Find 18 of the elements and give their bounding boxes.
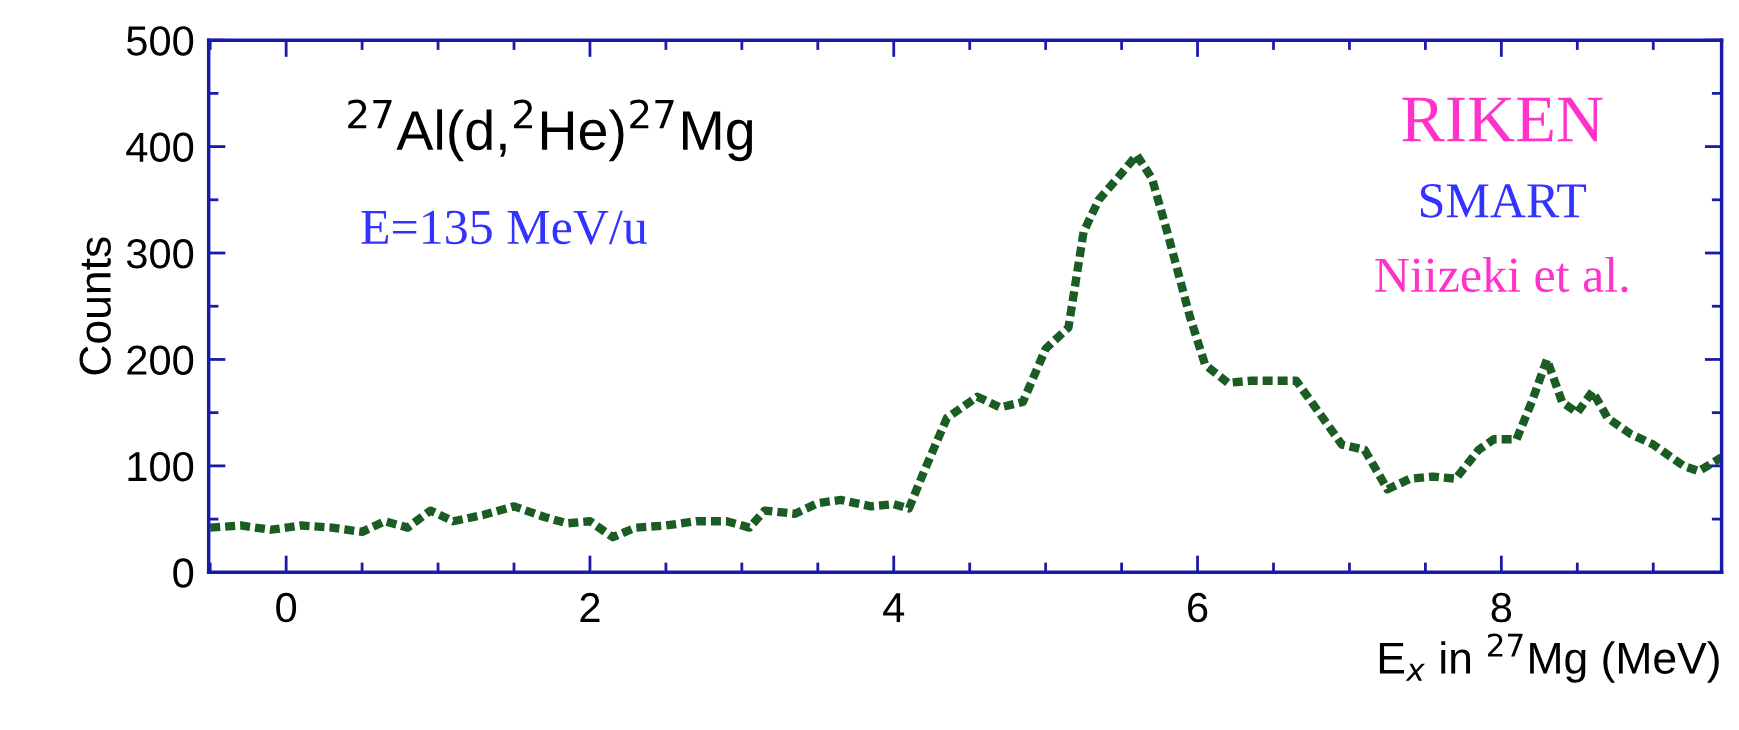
y-tick-label: 200: [127, 345, 194, 375]
x-tick-label: 4: [883, 593, 905, 622]
y-tick-label: 300: [126, 239, 194, 269]
y-axis-title: Counts: [79, 237, 111, 375]
x-tick-label: 2: [580, 592, 600, 622]
y-tick-label: 500: [126, 26, 194, 56]
x-axis-title: E$_{x}$ in $^{27}$Mg (MeV): [1379, 633, 1719, 683]
y-tick-label: 0: [173, 558, 194, 588]
annotation: SMART: [1420, 184, 1587, 218]
annotation: Niizeki et al.: [1375, 256, 1628, 293]
x-tick-label: 0: [276, 592, 297, 623]
x-tick-label: 6: [1188, 592, 1208, 623]
x-tick-label: 8: [1491, 592, 1512, 623]
y-tick-label: 100: [128, 451, 194, 482]
annotation: RIKEN: [1402, 97, 1603, 142]
annotation: E=135 MeV/u: [361, 210, 648, 245]
y-tick-label: 400: [126, 132, 194, 163]
annotation: $^{27}$Al(d,$^{2}$He)$^{27}$Mg: [348, 99, 753, 162]
